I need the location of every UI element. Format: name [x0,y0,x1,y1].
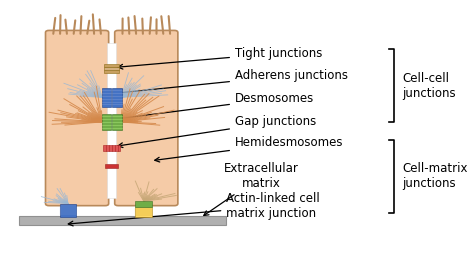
Bar [103,145,120,151]
Text: Extracellular
matrix: Extracellular matrix [204,162,298,215]
Bar [104,64,119,67]
Bar [102,113,111,130]
Bar [112,88,122,107]
Text: Cell-matrix
junctions: Cell-matrix junctions [402,162,468,190]
Bar [60,204,76,217]
FancyBboxPatch shape [115,30,178,206]
Bar [102,88,111,107]
Bar [104,70,119,73]
FancyBboxPatch shape [46,30,109,206]
Bar [104,67,119,70]
Bar [136,201,152,208]
Text: Desmosomes: Desmosomes [118,92,314,121]
Text: Adherens junctions: Adherens junctions [118,69,348,95]
Bar [105,164,118,168]
Bar [107,43,117,198]
Bar [18,216,226,225]
Bar [112,113,122,130]
Bar [136,208,152,217]
Text: Actin-linked cell
matrix junction: Actin-linked cell matrix junction [68,192,320,226]
Text: Hemidesmosomes: Hemidesmosomes [155,136,344,162]
Text: Tight junctions: Tight junctions [118,47,322,69]
Text: Gap junctions: Gap junctions [118,116,316,148]
Text: Cell-cell
junctions: Cell-cell junctions [402,72,456,100]
